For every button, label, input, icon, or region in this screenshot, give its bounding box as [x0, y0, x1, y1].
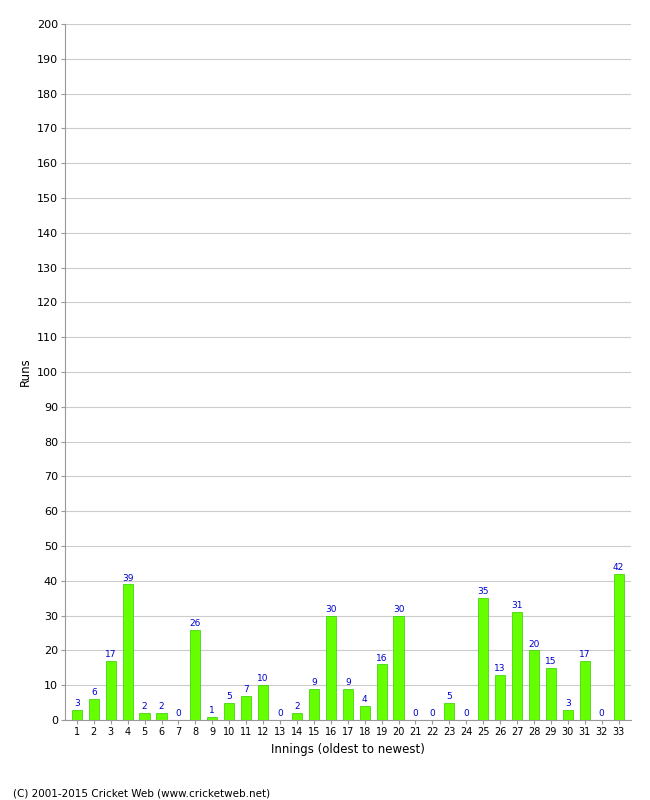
Text: 3: 3	[74, 699, 80, 708]
Bar	[224, 702, 234, 720]
Bar	[614, 574, 624, 720]
Text: 4: 4	[362, 695, 367, 704]
Bar	[106, 661, 116, 720]
Text: 2: 2	[142, 702, 148, 711]
Bar	[157, 713, 166, 720]
Text: 42: 42	[613, 563, 624, 572]
Text: 39: 39	[122, 574, 133, 582]
Text: 26: 26	[190, 618, 201, 628]
Text: 5: 5	[226, 692, 232, 701]
Text: 3: 3	[565, 699, 571, 708]
Bar	[580, 661, 590, 720]
Bar	[72, 710, 82, 720]
X-axis label: Innings (oldest to newest): Innings (oldest to newest)	[271, 742, 424, 755]
Bar	[563, 710, 573, 720]
Bar	[495, 674, 505, 720]
Bar	[292, 713, 302, 720]
Bar	[140, 713, 150, 720]
Bar	[123, 584, 133, 720]
Text: 0: 0	[277, 710, 283, 718]
Bar	[359, 706, 370, 720]
Text: 35: 35	[478, 587, 489, 597]
Text: (C) 2001-2015 Cricket Web (www.cricketweb.net): (C) 2001-2015 Cricket Web (www.cricketwe…	[13, 788, 270, 798]
Text: 2: 2	[294, 702, 300, 711]
Text: 5: 5	[447, 692, 452, 701]
Text: 9: 9	[345, 678, 350, 687]
Text: 0: 0	[413, 710, 419, 718]
Text: 1: 1	[209, 706, 215, 714]
Text: 13: 13	[495, 664, 506, 673]
Text: 31: 31	[512, 602, 523, 610]
Bar	[190, 630, 200, 720]
Bar	[258, 685, 268, 720]
Text: 9: 9	[311, 678, 317, 687]
Bar	[376, 664, 387, 720]
Text: 16: 16	[376, 654, 387, 662]
Y-axis label: Runs: Runs	[18, 358, 31, 386]
Bar	[309, 689, 319, 720]
Bar	[241, 696, 252, 720]
Text: 17: 17	[579, 650, 591, 659]
Text: 15: 15	[545, 657, 556, 666]
Text: 2: 2	[159, 702, 164, 711]
Text: 0: 0	[599, 710, 604, 718]
Bar	[393, 616, 404, 720]
Text: 30: 30	[393, 605, 404, 614]
Text: 20: 20	[528, 640, 539, 649]
Bar	[343, 689, 353, 720]
Bar	[546, 668, 556, 720]
Bar	[207, 717, 217, 720]
Text: 17: 17	[105, 650, 116, 659]
Text: 30: 30	[325, 605, 337, 614]
Bar	[512, 612, 522, 720]
Bar	[444, 702, 454, 720]
Text: 7: 7	[243, 685, 249, 694]
Bar	[326, 616, 336, 720]
Text: 6: 6	[91, 688, 97, 698]
Text: 0: 0	[463, 710, 469, 718]
Bar	[529, 650, 539, 720]
Bar	[88, 699, 99, 720]
Text: 0: 0	[430, 710, 436, 718]
Text: 0: 0	[176, 710, 181, 718]
Bar	[478, 598, 488, 720]
Text: 10: 10	[257, 674, 269, 683]
